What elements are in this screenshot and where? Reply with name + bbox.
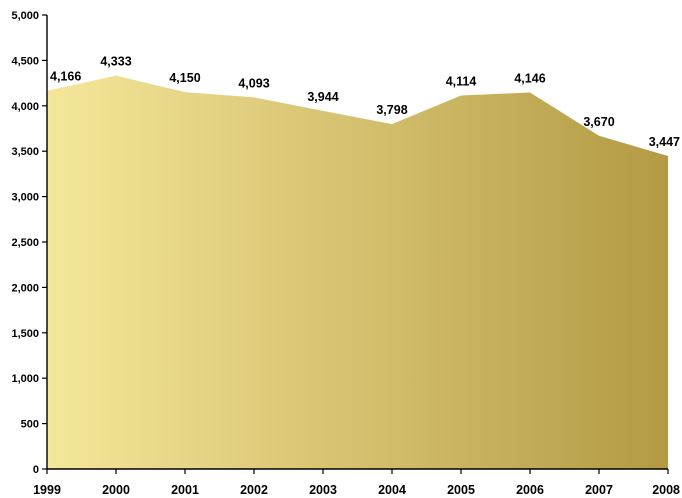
x-tick-label: 1999 bbox=[33, 483, 61, 497]
data-label: 3,798 bbox=[376, 103, 407, 117]
x-tick-label: 2006 bbox=[516, 483, 544, 497]
x-tick-label: 2005 bbox=[447, 483, 475, 497]
data-label: 4,166 bbox=[50, 70, 81, 84]
data-label: 3,447 bbox=[649, 135, 680, 149]
y-tick-label: 0 bbox=[33, 464, 39, 476]
data-label: 4,146 bbox=[514, 72, 545, 86]
data-label: 4,114 bbox=[446, 74, 477, 88]
data-label: 4,093 bbox=[238, 76, 269, 90]
x-tick-label: 2003 bbox=[309, 483, 337, 497]
area-series bbox=[47, 75, 668, 469]
axes bbox=[42, 14, 669, 474]
y-tick-label: 3,000 bbox=[11, 192, 39, 204]
y-tick-label: 1,000 bbox=[11, 373, 39, 385]
y-tick-label: 2,000 bbox=[11, 282, 39, 294]
y-axis-tick-labels: 0 500 1,000 1,500 2,000 2,500 3,000 3,500 4,000 4… bbox=[11, 10, 39, 476]
y-tick-label: 2,500 bbox=[11, 237, 39, 249]
y-tick-label: 500 bbox=[21, 419, 39, 431]
y-tick-label: 5,000 bbox=[11, 10, 39, 22]
x-axis-tick-labels: 1999 2000 2001 2002 2003 2004 2005 2006 2007 2008 bbox=[33, 483, 680, 497]
x-tick-label: 2004 bbox=[378, 483, 406, 497]
data-label: 3,670 bbox=[583, 115, 614, 129]
x-tick-label: 2000 bbox=[102, 483, 130, 497]
x-tick-label: 2007 bbox=[585, 483, 613, 497]
x-tick-label: 2002 bbox=[240, 483, 268, 497]
y-tick-label: 4,500 bbox=[11, 55, 39, 67]
x-tick-label: 2008 bbox=[652, 483, 680, 497]
data-label: 4,333 bbox=[100, 55, 131, 69]
y-tick-label: 3,500 bbox=[11, 146, 39, 158]
data-labels: 4,166 4,333 4,150 4,093 3,944 3,798 4,114 4,146… bbox=[50, 55, 680, 149]
area-fill bbox=[47, 75, 668, 469]
data-label: 4,150 bbox=[169, 71, 200, 85]
data-label: 3,944 bbox=[307, 90, 338, 104]
y-tick-label: 1,500 bbox=[11, 328, 39, 340]
x-tick-label: 2001 bbox=[171, 483, 199, 497]
y-tick-label: 4,000 bbox=[11, 101, 39, 113]
